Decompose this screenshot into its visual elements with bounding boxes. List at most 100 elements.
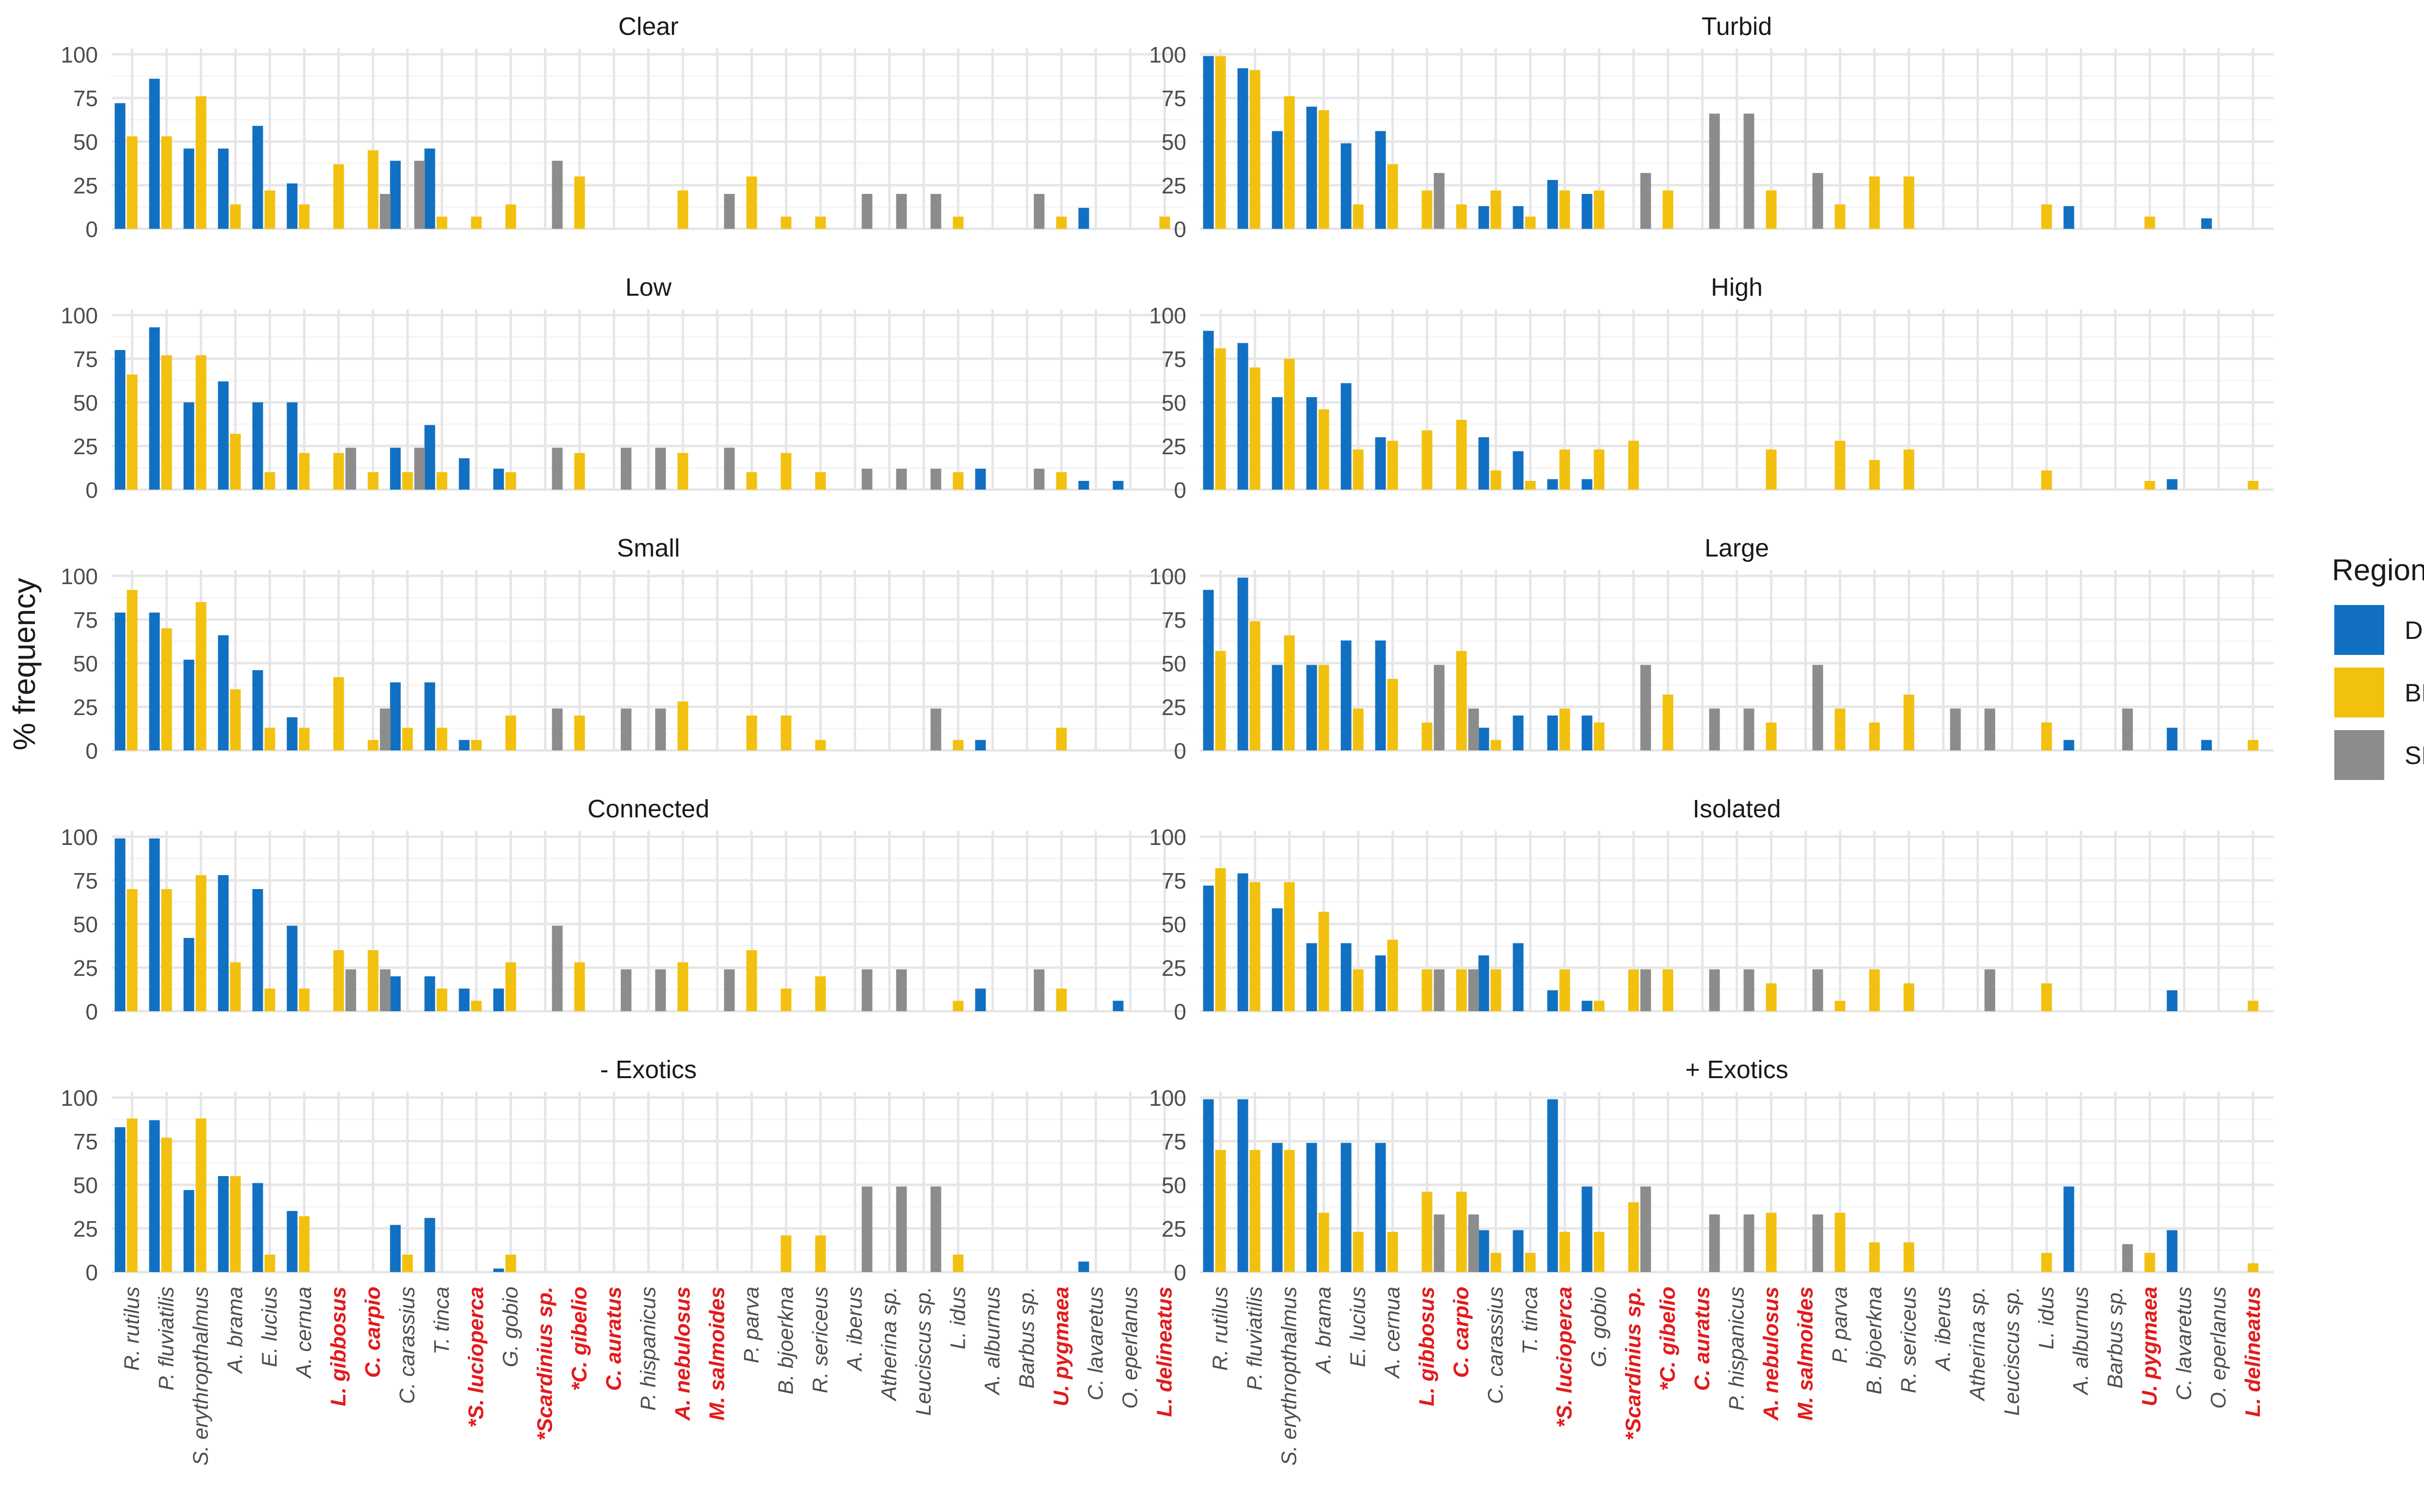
bar-sp [1434, 665, 1445, 750]
bar-bnl [195, 96, 207, 229]
bar-sp [724, 969, 735, 1011]
bar-dk [390, 1225, 401, 1272]
x-tick-label: *C. gibelio [1656, 1287, 1680, 1391]
bar-bnl [505, 716, 516, 750]
bar-sp [1709, 1214, 1720, 1272]
bar-bnl [1249, 1150, 1260, 1272]
x-tick-label: G. gobio [499, 1287, 523, 1367]
bar-bnl [1490, 740, 1501, 750]
y-tick-label: 75 [73, 607, 98, 633]
bar-bnl [2144, 1253, 2155, 1272]
bar-bnl [781, 716, 792, 750]
x-tick-label: C. carassius [1484, 1287, 1508, 1404]
x-tick-label: P. hispanicus [637, 1287, 660, 1411]
bar-dk [1306, 107, 1317, 229]
bar-bnl [1421, 722, 1433, 750]
x-tick-label: U. pygmaea [1049, 1287, 1073, 1406]
bar-dk [2063, 740, 2074, 750]
y-tick-label: 50 [1162, 129, 1186, 155]
bar-sp [1709, 969, 1720, 1011]
x-tick-label: E. lucius [258, 1287, 282, 1367]
panel-title: Clear [618, 13, 678, 41]
bar-bnl [2041, 204, 2052, 229]
bar-dk [1513, 206, 1524, 229]
bar-bnl [1628, 969, 1639, 1011]
bar-bnl [1387, 441, 1398, 490]
bar-bnl [1903, 176, 1914, 229]
bar-bnl [1387, 679, 1398, 750]
panel-title: + Exotics [1685, 1056, 1788, 1084]
bar-bnl [264, 190, 275, 229]
bar-dk [183, 148, 194, 229]
y-tick-label: 100 [1149, 1085, 1186, 1111]
y-tick-label: 50 [1162, 912, 1186, 937]
bar-sp [1984, 708, 1995, 750]
y-tick-label: 100 [61, 42, 98, 67]
bar-sp [1640, 173, 1651, 229]
bar-bnl [1056, 472, 1067, 490]
y-tick-label: 100 [61, 1085, 98, 1111]
bar-bnl [1834, 708, 1846, 750]
bar-bnl [1215, 348, 1226, 490]
y-tick-label: 100 [1149, 303, 1186, 328]
bar-dk [183, 659, 194, 750]
bar-bnl [1525, 481, 1536, 490]
bar-dk [1547, 990, 1558, 1011]
bar-bnl [1766, 983, 1777, 1011]
x-tick-label: L. idus [2034, 1287, 2058, 1350]
bar-bnl [815, 216, 826, 229]
bar-bnl [2041, 722, 2052, 750]
bar-bnl [1353, 708, 1364, 750]
bar-sp [1640, 1186, 1651, 1272]
bar-bnl [1387, 939, 1398, 1011]
bar-bnl [1056, 728, 1067, 750]
bar-bnl [161, 355, 172, 490]
x-tick-label: Barbus sp. [2103, 1287, 2127, 1388]
bar-sp [1709, 708, 1720, 750]
x-tick-label: A. iberus [843, 1287, 866, 1372]
bar-dk [252, 402, 263, 490]
bar-dk [2063, 1186, 2074, 1272]
y-tick-label: 0 [85, 477, 98, 503]
bar-dk [287, 183, 298, 229]
bar-bnl [471, 740, 482, 750]
bar-bnl [230, 962, 241, 1011]
bar-dk [2201, 740, 2212, 750]
bar-sp [861, 969, 873, 1011]
y-tick-label: 50 [1162, 1173, 1186, 1198]
bar-dk [1340, 943, 1352, 1011]
y-tick-label: 50 [73, 390, 98, 415]
bar-sp [1468, 969, 1479, 1011]
bar-dk [114, 1127, 126, 1272]
bar-bnl [2041, 983, 2052, 1011]
bar-dk [1113, 1001, 1124, 1011]
y-tick-label: 25 [73, 955, 98, 981]
bar-dk [1306, 1143, 1317, 1272]
bar-dk [252, 889, 263, 1011]
bar-bnl [1559, 190, 1570, 229]
bar-bnl [1421, 969, 1433, 1011]
x-tick-label: S. erythropthalmus [189, 1287, 213, 1465]
bar-dk [1203, 331, 1214, 490]
bar-bnl [574, 453, 585, 490]
bar-dk [1237, 873, 1248, 1011]
bar-dk [1078, 207, 1089, 229]
bar-dk [114, 838, 126, 1011]
bar-bnl [1559, 449, 1570, 490]
bar-bnl [1490, 470, 1501, 490]
bar-sp [621, 708, 632, 750]
bar-dk [287, 717, 298, 750]
y-tick-label: 25 [1162, 1216, 1186, 1241]
bar-dk [975, 468, 986, 490]
x-tick-label: Barbus sp. [1015, 1287, 1038, 1388]
bar-dk [1581, 1186, 1593, 1272]
bar-dk [1581, 194, 1593, 229]
panel-title: Low [625, 273, 672, 302]
x-tick-label: L. gibbosus [1415, 1287, 1439, 1406]
x-tick-label: L. delineatus [1152, 1287, 1176, 1417]
bar-bnl [953, 1001, 964, 1011]
bar-dk [218, 635, 229, 750]
y-tick-label: 25 [1162, 955, 1186, 981]
x-tick-label: T. tinca [430, 1287, 454, 1354]
bar-bnl [264, 988, 275, 1011]
